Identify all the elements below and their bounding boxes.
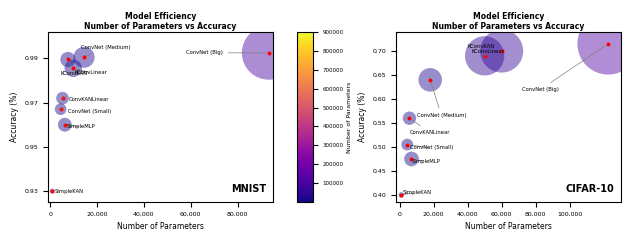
Point [406,157,417,161]
Point [79,55,89,59]
Point [402,143,412,147]
Text: KConvLinear: KConvLinear [75,69,108,75]
Title: Model Efficiency
Number of Parameters vs Accuracy: Model Efficiency Number of Parameters vs… [432,12,585,31]
Point [479,54,490,58]
Text: ConvNet (Small): ConvNet (Small) [410,145,453,150]
Point [404,116,415,120]
Point [396,193,406,197]
Point [63,58,73,61]
Text: SimpleMLP: SimpleMLP [67,124,95,129]
Text: ConvNet (Big): ConvNet (Big) [522,45,606,92]
Point [264,51,274,55]
Point [396,193,406,197]
Point [264,51,274,55]
Point [404,116,415,120]
Point [60,123,70,127]
Text: ConvNet (Medium): ConvNet (Medium) [81,45,131,56]
Text: CIFAR-10: CIFAR-10 [565,184,614,194]
X-axis label: Number of Parameters: Number of Parameters [465,222,552,232]
Text: KConvKAN: KConvKAN [61,62,88,76]
Y-axis label: Accuracy (%): Accuracy (%) [10,92,19,142]
Text: MNIST: MNIST [231,184,266,194]
Point [603,42,613,46]
Text: ConvNet (Medium): ConvNet (Medium) [417,83,466,118]
Point [603,42,613,46]
Text: SimpleMLP: SimpleMLP [412,159,440,164]
Point [47,189,58,193]
Point [56,107,66,111]
Y-axis label: Number of Parameters: Number of Parameters [347,81,351,153]
Point [58,96,68,100]
Point [402,143,412,147]
Point [56,107,66,111]
Point [79,55,89,59]
Text: ConvKANLinear: ConvKANLinear [410,120,451,135]
Title: Model Efficiency
Number of Parameters vs Accuracy: Model Efficiency Number of Parameters vs… [84,12,237,31]
Y-axis label: Accuracy (%): Accuracy (%) [358,92,367,142]
Text: KConvLinear: KConvLinear [471,49,504,56]
X-axis label: Number of Parameters: Number of Parameters [117,222,204,232]
Point [425,78,435,82]
Text: SimpleKAN: SimpleKAN [52,189,84,194]
Point [497,49,507,53]
Point [60,123,70,127]
Point [63,58,73,61]
Point [406,157,417,161]
Point [497,49,507,53]
Text: KConvKAN: KConvKAN [468,44,502,51]
Text: ConvKANLinear: ConvKANLinear [63,97,109,102]
Point [425,78,435,82]
Point [58,96,68,100]
Point [68,66,78,70]
Text: ConvNet (Big): ConvNet (Big) [186,50,266,55]
Point [68,66,78,70]
Point [479,54,490,58]
Text: SimpleKAN: SimpleKAN [402,190,431,195]
Point [47,189,58,193]
Text: ConvNet (Small): ConvNet (Small) [61,109,111,114]
